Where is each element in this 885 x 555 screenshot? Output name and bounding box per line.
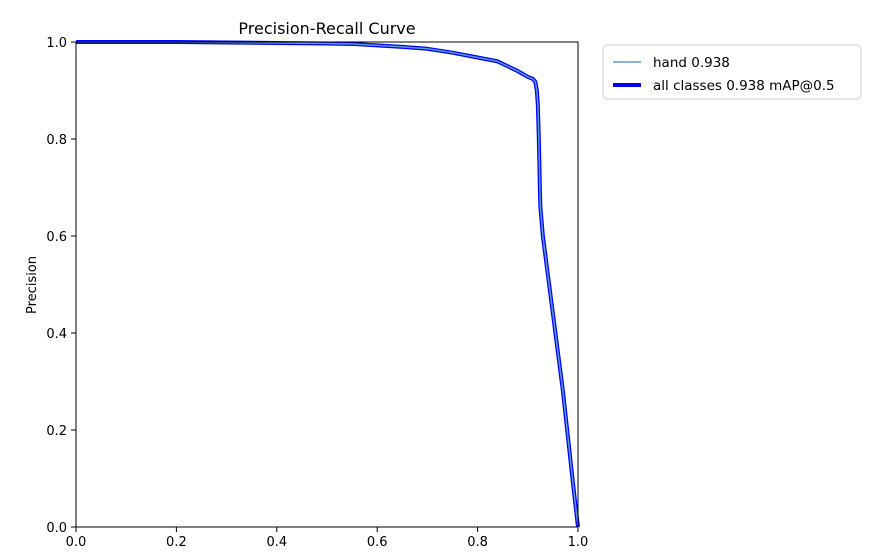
legend-label-hand: hand 0.938 <box>653 55 730 71</box>
x-tick-label: 0.8 <box>467 535 488 550</box>
y-axis-label: Precision <box>25 256 40 314</box>
y-tick-label: 0.6 <box>46 230 67 245</box>
y-axis: 0.0 0.2 0.4 0.6 0.8 1.0 <box>46 36 76 536</box>
legend: hand 0.938 all classes 0.938 mAP@0.5 <box>602 44 862 100</box>
series-line-hand <box>76 41 579 528</box>
y-tick-label: 0.4 <box>46 327 67 342</box>
x-tick-label: 0.0 <box>66 535 87 550</box>
y-tick-label: 1.0 <box>46 36 67 51</box>
x-tick-label: 0.6 <box>367 535 388 550</box>
y-tick-label: 0.8 <box>46 133 67 148</box>
plot-frame <box>75 41 579 528</box>
y-tick-label: 0.0 <box>46 521 67 536</box>
x-tick-label: 0.4 <box>266 535 287 550</box>
x-tick-label: 1.0 <box>568 535 589 550</box>
y-tick-label: 0.2 <box>46 424 67 439</box>
series-layer <box>76 40 580 528</box>
series-line-all-classes <box>76 40 580 528</box>
legend-frame <box>602 44 862 100</box>
x-axis: 0.0 0.2 0.4 0.6 0.8 1.0 <box>66 527 589 550</box>
chart-title: Precision-Recall Curve <box>238 19 415 38</box>
legend-label-all-classes: all classes 0.938 mAP@0.5 <box>653 78 835 94</box>
x-tick-label: 0.2 <box>166 535 187 550</box>
